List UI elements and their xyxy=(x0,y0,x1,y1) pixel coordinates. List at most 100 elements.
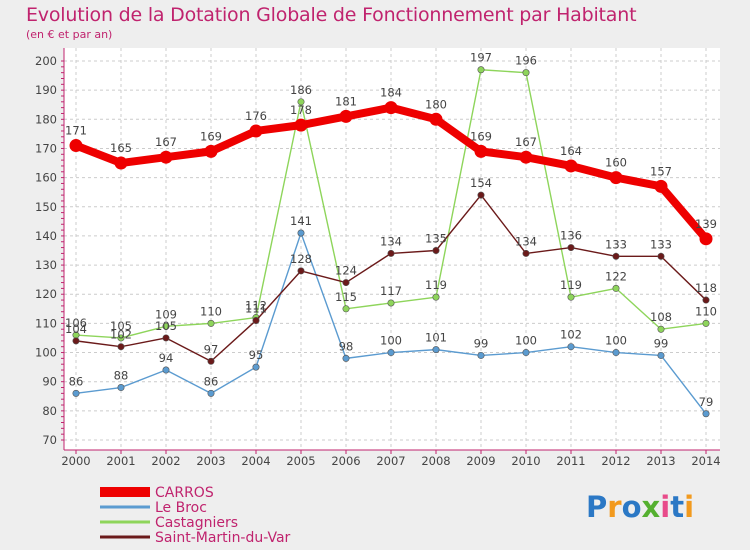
data-point xyxy=(432,247,440,255)
data-label: 157 xyxy=(650,164,672,178)
data-point xyxy=(654,179,668,193)
x-tick-label: 2000 xyxy=(61,454,90,468)
data-label: 97 xyxy=(204,342,219,356)
x-tick-label: 2013 xyxy=(646,454,675,468)
data-label: 196 xyxy=(515,54,537,68)
data-point xyxy=(114,156,128,170)
data-point xyxy=(474,144,488,158)
data-label: 105 xyxy=(110,319,132,333)
data-point xyxy=(612,252,620,260)
data-label: 94 xyxy=(159,351,174,365)
x-tick-label: 2008 xyxy=(421,454,450,468)
data-point xyxy=(522,249,530,257)
series-carros: 171 165 167 169 176 178 181 184 180 169 167 164 160 1… xyxy=(65,86,717,246)
x-tick-label: 2014 xyxy=(691,454,720,468)
data-label: 178 xyxy=(290,103,312,117)
y-tick-label: 200 xyxy=(35,54,57,68)
x-tick-label: 2007 xyxy=(376,454,405,468)
data-point xyxy=(387,299,395,307)
data-label: 197 xyxy=(470,51,492,65)
x-tick-label: 2003 xyxy=(196,454,225,468)
data-label: 108 xyxy=(650,310,672,324)
data-label: 154 xyxy=(470,176,492,190)
y-tick-label: 150 xyxy=(35,200,57,214)
data-point xyxy=(657,325,665,333)
data-point xyxy=(387,249,395,257)
data-point xyxy=(432,346,440,354)
data-label: 139 xyxy=(695,217,717,231)
data-point xyxy=(564,159,578,173)
legend-swatch xyxy=(100,505,150,509)
data-label: 110 xyxy=(695,304,717,318)
y-tick-label: 110 xyxy=(35,316,57,330)
data-label: 102 xyxy=(560,328,582,342)
data-label: 99 xyxy=(474,336,489,350)
data-point xyxy=(657,351,665,359)
data-label: 135 xyxy=(425,232,447,246)
data-point xyxy=(612,284,620,292)
legend-label: Saint-Martin-du-Var xyxy=(155,530,291,546)
data-label: 133 xyxy=(605,237,627,251)
data-point xyxy=(162,366,170,374)
data-point xyxy=(249,124,263,138)
data-point xyxy=(72,337,80,345)
legend-swatch xyxy=(100,487,150,497)
data-point xyxy=(207,357,215,365)
data-label: 110 xyxy=(200,304,222,318)
data-point xyxy=(252,363,260,371)
data-label: 165 xyxy=(110,141,132,155)
data-point xyxy=(702,410,710,418)
legend-label: CARROS xyxy=(155,485,214,501)
proxiti-logo: Proxiti xyxy=(586,490,695,524)
data-point xyxy=(567,244,575,252)
x-tick-label: 2012 xyxy=(601,454,630,468)
data-point xyxy=(207,389,215,397)
data-label: 167 xyxy=(515,135,537,149)
data-point xyxy=(297,229,305,237)
data-label: 88 xyxy=(114,369,129,383)
data-point xyxy=(297,98,305,106)
data-label: 86 xyxy=(69,374,84,388)
x-tick-label: 2009 xyxy=(466,454,495,468)
data-label: 105 xyxy=(155,319,177,333)
data-point xyxy=(294,118,308,132)
data-label: 186 xyxy=(290,83,312,97)
data-point xyxy=(69,139,83,153)
data-point xyxy=(204,144,218,158)
plot-area xyxy=(64,48,720,450)
data-label: 100 xyxy=(515,334,537,348)
data-label: 106 xyxy=(65,316,87,330)
data-label: 134 xyxy=(380,234,402,248)
data-point xyxy=(609,171,623,185)
legend-swatch xyxy=(100,520,150,524)
y-tick-label: 140 xyxy=(35,229,57,243)
y-tick-label: 100 xyxy=(35,346,57,360)
y-tick-label: 90 xyxy=(42,375,57,389)
data-label: 100 xyxy=(380,334,402,348)
data-point xyxy=(522,349,530,357)
data-label: 115 xyxy=(335,290,357,304)
data-point xyxy=(387,349,395,357)
data-label: 119 xyxy=(560,278,582,292)
data-point xyxy=(342,354,350,362)
data-point xyxy=(567,293,575,301)
data-label: 136 xyxy=(560,229,582,243)
data-point xyxy=(342,279,350,287)
data-label: 102 xyxy=(110,328,132,342)
data-label: 169 xyxy=(200,129,222,143)
data-point xyxy=(159,150,173,164)
chart-title: Evolution de la Dotation Globale de Fonc… xyxy=(26,4,637,26)
data-label: 134 xyxy=(515,234,537,248)
data-label: 111 xyxy=(245,301,267,315)
data-point xyxy=(162,322,170,330)
data-label: 117 xyxy=(380,284,402,298)
x-tick-label: 2002 xyxy=(151,454,180,468)
x-tick-label: 2010 xyxy=(511,454,540,468)
x-tick-label: 2004 xyxy=(241,454,270,468)
data-label: 109 xyxy=(155,307,177,321)
data-point xyxy=(339,109,353,123)
data-point xyxy=(522,69,530,77)
data-point xyxy=(117,384,125,392)
data-label: 167 xyxy=(155,135,177,149)
